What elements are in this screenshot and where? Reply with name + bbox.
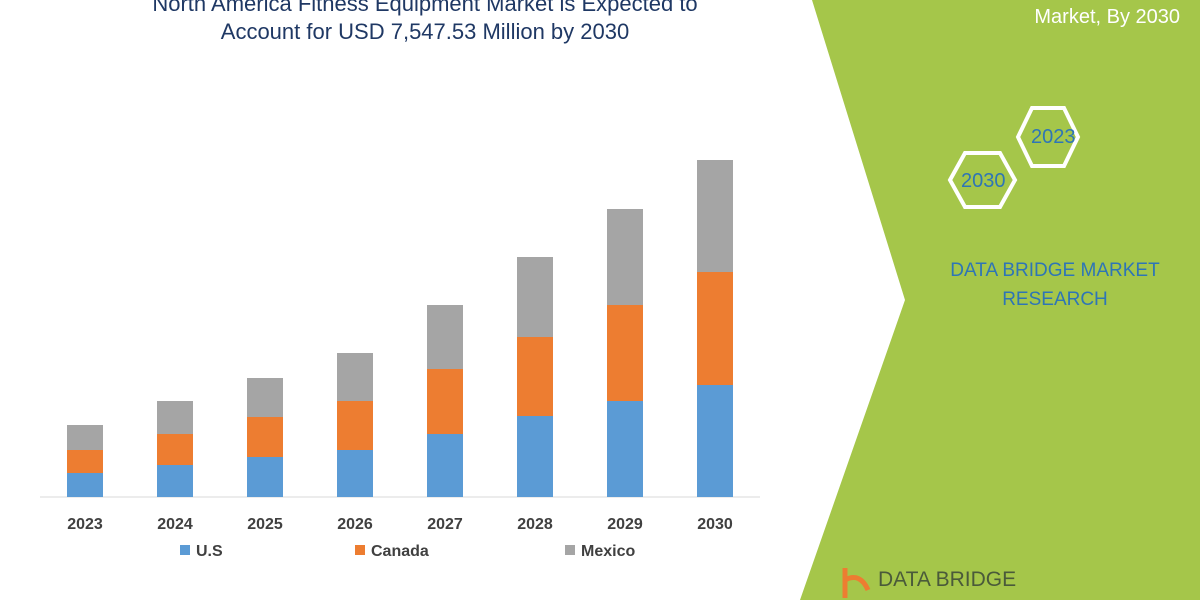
logo-icon [842, 568, 871, 598]
x-tick-label: 2023 [67, 516, 103, 533]
logo-text: DATA BRIDGE [878, 568, 1017, 591]
hexagon-2030 [947, 151, 1018, 209]
x-tick-label: 2030 [697, 516, 733, 533]
x-tick-label: 2029 [607, 516, 643, 533]
legend-label: U.S [196, 543, 223, 560]
bar-mexico-2026 [337, 353, 373, 401]
x-tick-label: 2026 [337, 516, 373, 533]
bar-mexico-2023 [67, 425, 103, 450]
x-tick-label: 2024 [157, 516, 193, 533]
side-title: Market, By 2030 [1034, 6, 1180, 28]
bar-canada-2025 [247, 417, 283, 457]
bar-us-2024 [157, 465, 193, 497]
bar-mexico-2025 [247, 378, 283, 417]
bar-mexico-2027 [427, 305, 463, 369]
green-panel [800, 0, 1200, 600]
bar-us-2025 [247, 457, 283, 497]
bar-us-2028 [517, 416, 553, 497]
bar-mexico-2028 [517, 257, 553, 337]
bar-us-2029 [607, 401, 643, 497]
bar-canada-2030 [697, 272, 733, 385]
legend-label: Mexico [581, 543, 635, 560]
bar-mexico-2029 [607, 209, 643, 305]
hex-label-2030: 2030 [961, 170, 1006, 192]
x-tick-label: 2028 [517, 516, 553, 533]
legend-swatch [355, 545, 365, 555]
legend-swatch [180, 545, 190, 555]
chart: 2023 2024 2025 2026 2027 2028 2029 2030 U.S Canad… [40, 160, 760, 560]
legend-swatch [565, 545, 575, 555]
bar-us-2030 [697, 385, 733, 497]
hexagon-2023 [1015, 106, 1081, 168]
bar-us-2023 [67, 473, 103, 497]
bar-canada-2026 [337, 401, 373, 450]
bar-canada-2027 [427, 369, 463, 434]
legend-label: Canada [371, 543, 429, 560]
brand-text: DATA BRIDGE MARKET RESEARCH [950, 260, 1160, 310]
bar-mexico-2030 [697, 160, 733, 272]
x-tick-label: 2027 [427, 516, 463, 533]
title-line-1: North America Fitness Equipment Market i… [152, 0, 698, 16]
x-tick-label: 2025 [247, 516, 283, 533]
hex-label-2023: 2023 [1031, 126, 1076, 148]
bar-us-2026 [337, 450, 373, 497]
bar-canada-2024 [157, 434, 193, 465]
bar-canada-2028 [517, 337, 553, 416]
bar-canada-2023 [67, 450, 103, 473]
bar-mexico-2024 [157, 401, 193, 434]
bar-canada-2029 [607, 305, 643, 401]
bar-us-2027 [427, 434, 463, 497]
title-line-2: Account for USD 7,547.53 Million by 2030 [220, 19, 630, 44]
